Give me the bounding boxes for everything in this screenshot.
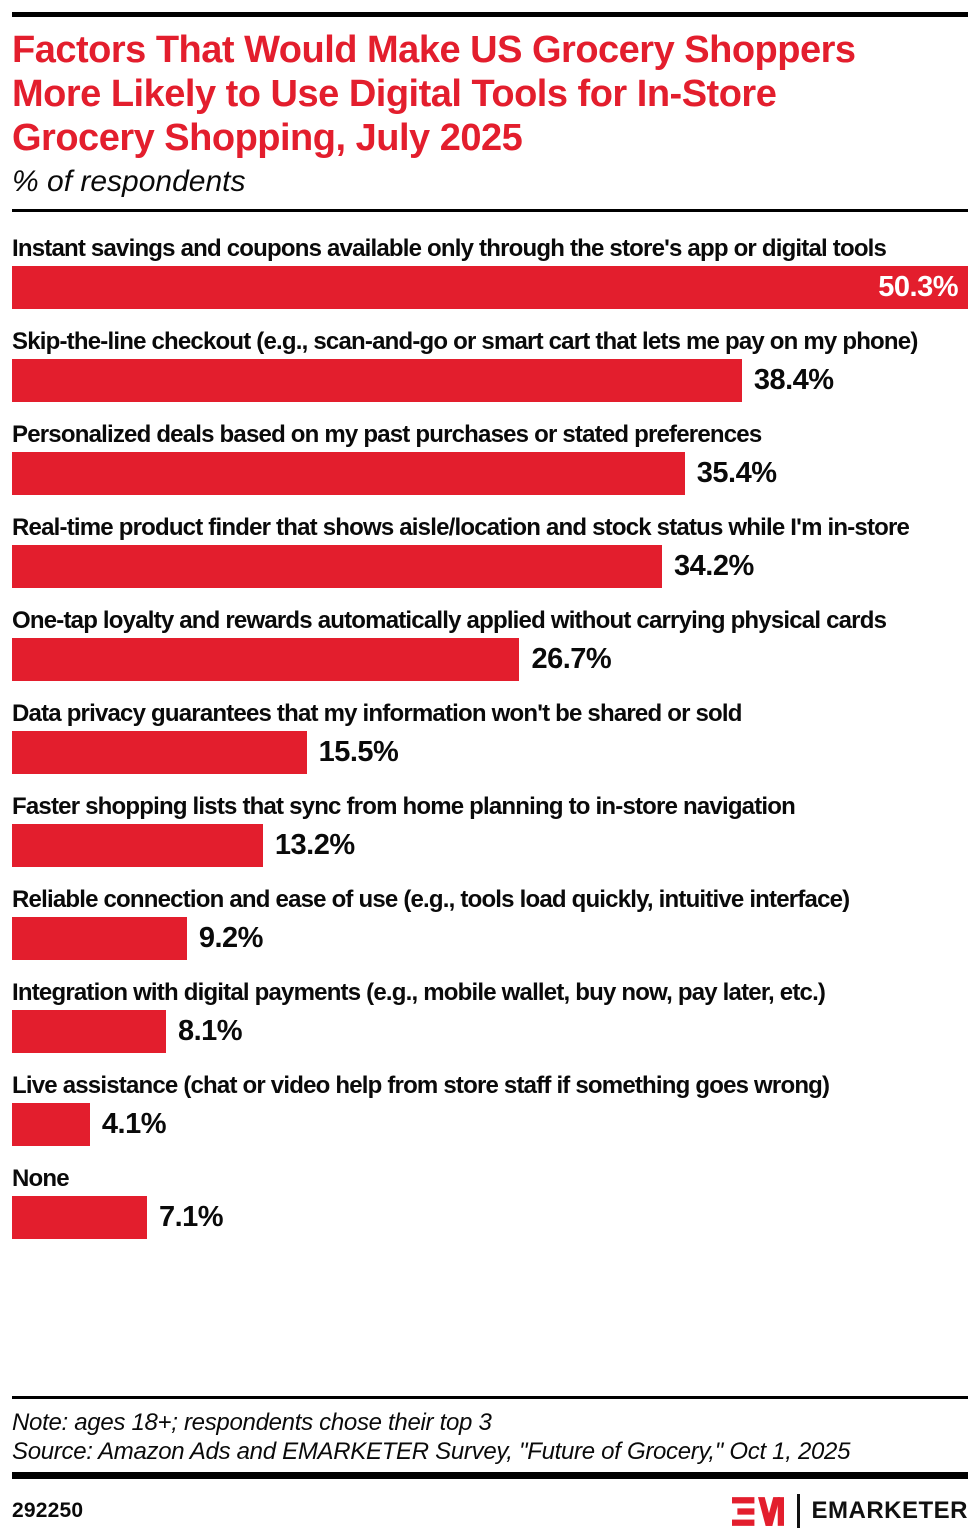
bar-track: 35.4% [12,452,968,495]
bar-value-label: 15.5% [318,736,399,768]
bar-row: Instant savings and coupons available on… [12,234,968,309]
bar-category-label: Real-time product finder that shows aisl… [12,514,910,541]
bar-row: Skip-the-line checkout (e.g., scan-and-g… [12,327,968,402]
chart-source: Source: Amazon Ads and EMARKETER Survey,… [12,1438,851,1465]
bar-track: 15.5% [12,731,968,774]
bar-value-label: 7.1% [158,1201,224,1233]
chart-page: Factors That Would Make US Grocery Shopp… [0,12,980,1540]
bar [12,824,263,867]
bar-value-label: 35.4% [696,457,777,489]
bar-category-label: Faster shopping lists that sync from hom… [12,793,796,820]
bar [12,1103,90,1146]
chart-title-line-1: Factors That Would Make US Grocery Shopp… [12,29,856,71]
bar-track: 50.3% [12,266,968,309]
bar-category-label: Integration with digital payments (e.g.,… [12,979,826,1006]
bar-track: 13.2% [12,824,968,867]
bar-value-label: 13.2% [274,829,355,861]
brand-name: EMARKETER [811,1497,968,1524]
bar-row: Integration with digital payments (e.g.,… [12,978,968,1053]
bar-row: Data privacy guarantees that my informat… [12,699,968,774]
bar-track: 34.2% [12,545,968,588]
chart-footer: Note: ages 18+; respondents chose their … [12,1396,968,1530]
bar-track: 4.1% [12,1103,968,1146]
bar-value-label: 26.7% [531,643,612,675]
bar-category-label: Personalized deals based on my past purc… [12,421,762,448]
bar-value-label: 38.4% [753,364,834,396]
bar [12,545,662,588]
bar [12,917,187,960]
bar-row: Personalized deals based on my past purc… [12,420,968,495]
bar-category-label: Reliable connection and ease of use (e.g… [12,886,850,913]
header-divider [12,209,968,212]
bar-row: Faster shopping lists that sync from hom… [12,792,968,867]
bar-track: 8.1% [12,1010,968,1053]
bar [12,638,520,681]
top-rule [12,12,968,17]
bar-category-label: None [12,1165,70,1192]
bottom-rule [12,1472,968,1479]
bar-category-label: Instant savings and coupons available on… [12,235,887,262]
footer-row: 292250 EMARKETER [12,1492,968,1530]
bar-track: 38.4% [12,359,968,402]
chart-title-line-3: Grocery Shopping, July 2025 [12,117,523,159]
bar [12,1196,147,1239]
bar-value-label: 9.2% [198,922,264,954]
bar-track: 9.2% [12,917,968,960]
note-block: Note: ages 18+; respondents chose their … [12,1408,968,1466]
chart-title: Factors That Would Make US Grocery Shopp… [12,28,968,160]
bar-track: 7.1% [12,1196,968,1239]
bar-category-label: Live assistance (chat or video help from… [12,1072,830,1099]
bar: 50.3% [12,266,968,309]
bar-track: 26.7% [12,638,968,681]
footer-divider [12,1396,968,1399]
bar [12,359,742,402]
chart-subtitle: % of respondents [12,165,246,198]
bar-category-label: Skip-the-line checkout (e.g., scan-and-g… [12,328,918,355]
bar-category-label: One-tap loyalty and rewards automaticall… [12,607,887,634]
bar [12,731,307,774]
bar [12,452,685,495]
bar-row: Live assistance (chat or video help from… [12,1071,968,1146]
chart-id: 292250 [12,1499,84,1522]
emarketer-mark-icon [732,1496,785,1526]
bar [12,1010,166,1053]
bar-value-label: 4.1% [101,1108,167,1140]
bar-value-label: 8.1% [177,1015,243,1047]
bar-row: One-tap loyalty and rewards automaticall… [12,606,968,681]
logo-divider [797,1494,801,1528]
bar-row: None 7.1% [12,1164,968,1239]
chart-note: Note: ages 18+; respondents chose their … [12,1409,492,1436]
bar-category-label: Data privacy guarantees that my informat… [12,700,742,727]
emarketer-logo: EMARKETER [732,1494,968,1528]
bar-value-label: 34.2% [674,550,754,582]
bar-row: Real-time product finder that shows aisl… [12,513,968,588]
bar-chart: Instant savings and coupons available on… [12,234,968,1239]
bar-value-label-inside: 50.3% [878,271,958,303]
bar-row: Reliable connection and ease of use (e.g… [12,885,968,960]
chart-title-line-2: More Likely to Use Digital Tools for In-… [12,73,777,115]
